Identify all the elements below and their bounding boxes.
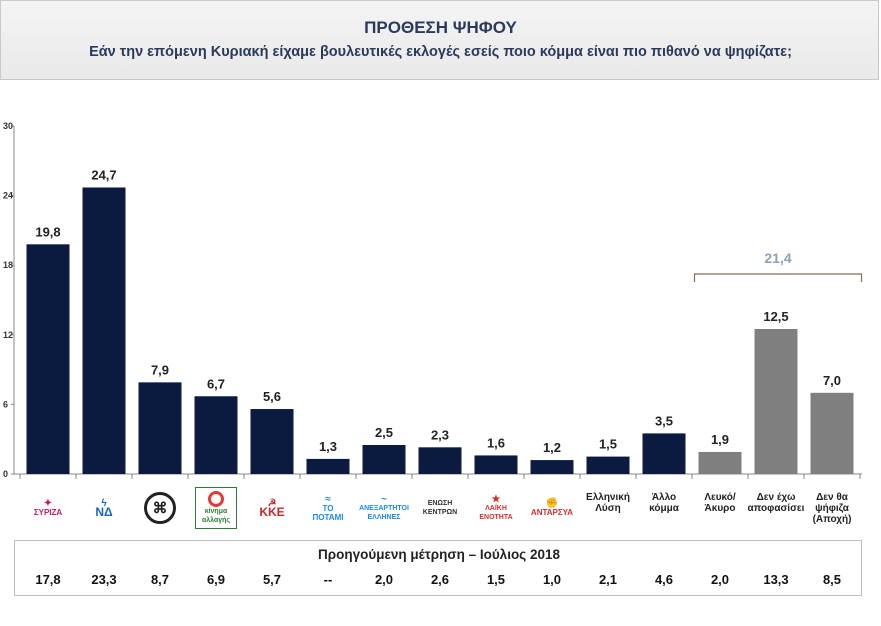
previous-value: 1,5: [486, 572, 506, 587]
previous-value: 2,6: [430, 572, 450, 587]
potami-logo: ≈ ΤΟ ΠΟΤΑΜΙ: [312, 493, 344, 522]
data-label: 7,9: [151, 362, 169, 377]
chart-subtitle: Εάν την επόμενη Κυριακή είχαμε βουλευτικ…: [89, 44, 792, 60]
y-tick-label: 18: [3, 260, 13, 270]
y-tick-label: 30: [3, 121, 13, 131]
data-label: 1,9: [711, 432, 729, 447]
bar-chart: 0 6 12 18 24 30 19,8 24,7 7,9 6,7 5,6 1,3 2,5 2,3 1,6 1…: [3, 121, 863, 479]
bar: [194, 396, 238, 474]
previous-value: 4,6: [654, 572, 674, 587]
laiki-enotita-logo: ★ ΛΑΪΚΗ ΕΝΟΤΗΤΑ: [479, 493, 513, 521]
y-tick-label: 0: [3, 469, 8, 479]
group-bracket: [693, 273, 863, 282]
previous-value: 13,3: [763, 572, 789, 587]
data-label: 1,3: [319, 439, 337, 454]
category-label: Λευκό/Άκυρο: [691, 492, 749, 514]
previous-value: 23,3: [91, 572, 117, 587]
data-label: 2,5: [375, 425, 393, 440]
previous-value: 6,9: [206, 572, 226, 587]
category-label-line: Άλλο: [651, 492, 677, 503]
data-label: 1,6: [487, 435, 505, 450]
category-label-line: Ελληνική: [586, 492, 630, 503]
bar: [754, 329, 798, 474]
golden-dawn-logo: ⌘: [139, 487, 181, 529]
data-label: 3,5: [655, 413, 673, 428]
category-label-line: Δεν έχω: [756, 492, 796, 503]
data-label: 12,5: [763, 309, 788, 324]
category-label-line: Λευκό/: [704, 492, 736, 503]
category-label-line: Δεν θα: [816, 492, 848, 503]
previous-value: 8,7: [150, 572, 170, 587]
previous-measurement-box: Προηγούμενη μέτρηση – Ιούλιος 2018: [14, 540, 862, 596]
y-tick-label: 24: [3, 191, 13, 201]
kinal-logo: κίνημα αλλαγής: [195, 487, 237, 529]
bar: [530, 460, 574, 474]
category-label: Δεν έχω αποφασίσει: [747, 492, 805, 514]
enosi-kentroon-logo: ΕΝΩΣΗ ΚΕΝΤΡΩΝ: [422, 500, 458, 516]
category-label-line: ψήφιζα: [815, 503, 849, 514]
category-label-line: αποφασίσει: [747, 503, 805, 514]
previous-value: 17,8: [35, 572, 61, 587]
previous-value: 8,5: [822, 572, 842, 587]
data-label: 2,3: [431, 427, 449, 442]
data-label: 7,0: [823, 373, 841, 388]
bar: [250, 409, 294, 474]
data-label: 1,5: [599, 437, 617, 452]
category-label-line: Άκυρο: [704, 503, 736, 514]
bar: [306, 458, 350, 474]
bar: [642, 433, 686, 474]
category-label-line: (Αποχή): [812, 514, 852, 525]
bar: [362, 445, 406, 474]
bar: [474, 455, 518, 474]
category-label-line: κόμμα: [649, 503, 679, 514]
syriza-logo: ✦ ΣΥΡΙΖΑ: [33, 498, 63, 518]
bar: [138, 382, 182, 474]
y-tick-label: 6: [3, 399, 8, 409]
previous-value: 1,0: [542, 572, 562, 587]
previous-value: 2,0: [710, 572, 730, 587]
anel-logo: ~ ΑΝΕΞΑΡΤΗΤΟΙ ΕΛΛΗΝΕΣ: [359, 493, 409, 521]
data-label: 19,8: [35, 224, 60, 239]
kke-logo: ☭ ΚΚΕ: [259, 498, 285, 519]
bar: [26, 244, 70, 474]
previous-value: 5,7: [262, 572, 282, 587]
antarsya-logo: ✊ ΑΝΤΑΡΣΥΑ: [530, 498, 574, 518]
data-label: 5,6: [263, 389, 281, 404]
y-tick-label: 12: [3, 330, 13, 340]
previous-value: 2,1: [598, 572, 618, 587]
previous-value: --: [323, 572, 333, 587]
category-label: Δεν θα ψήφιζα (Αποχή): [803, 492, 861, 525]
category-label: Ελληνική Λύση: [579, 492, 637, 514]
category-label: Άλλο κόμμα: [635, 492, 693, 514]
previous-measurement-title: Προηγούμενη μέτρηση – Ιούλιος 2018: [317, 547, 560, 562]
chart-title: ΠΡΟΘΕΣΗ ΨΗΦΟΥ: [364, 18, 517, 37]
category-label-line: Λύση: [595, 503, 621, 514]
data-label: 1,2: [543, 440, 561, 455]
nd-logo: ϟ ΝΔ: [95, 498, 113, 519]
previous-value: 2,0: [374, 572, 394, 587]
bar: [810, 392, 854, 474]
bar: [418, 447, 462, 474]
bar: [698, 451, 742, 474]
bar: [82, 187, 126, 475]
header-panel: [0, 0, 879, 80]
group-bracket-label: 21,4: [764, 250, 791, 266]
data-label: 24,7: [91, 167, 116, 182]
bar: [586, 456, 630, 474]
data-label: 6,7: [207, 376, 225, 391]
